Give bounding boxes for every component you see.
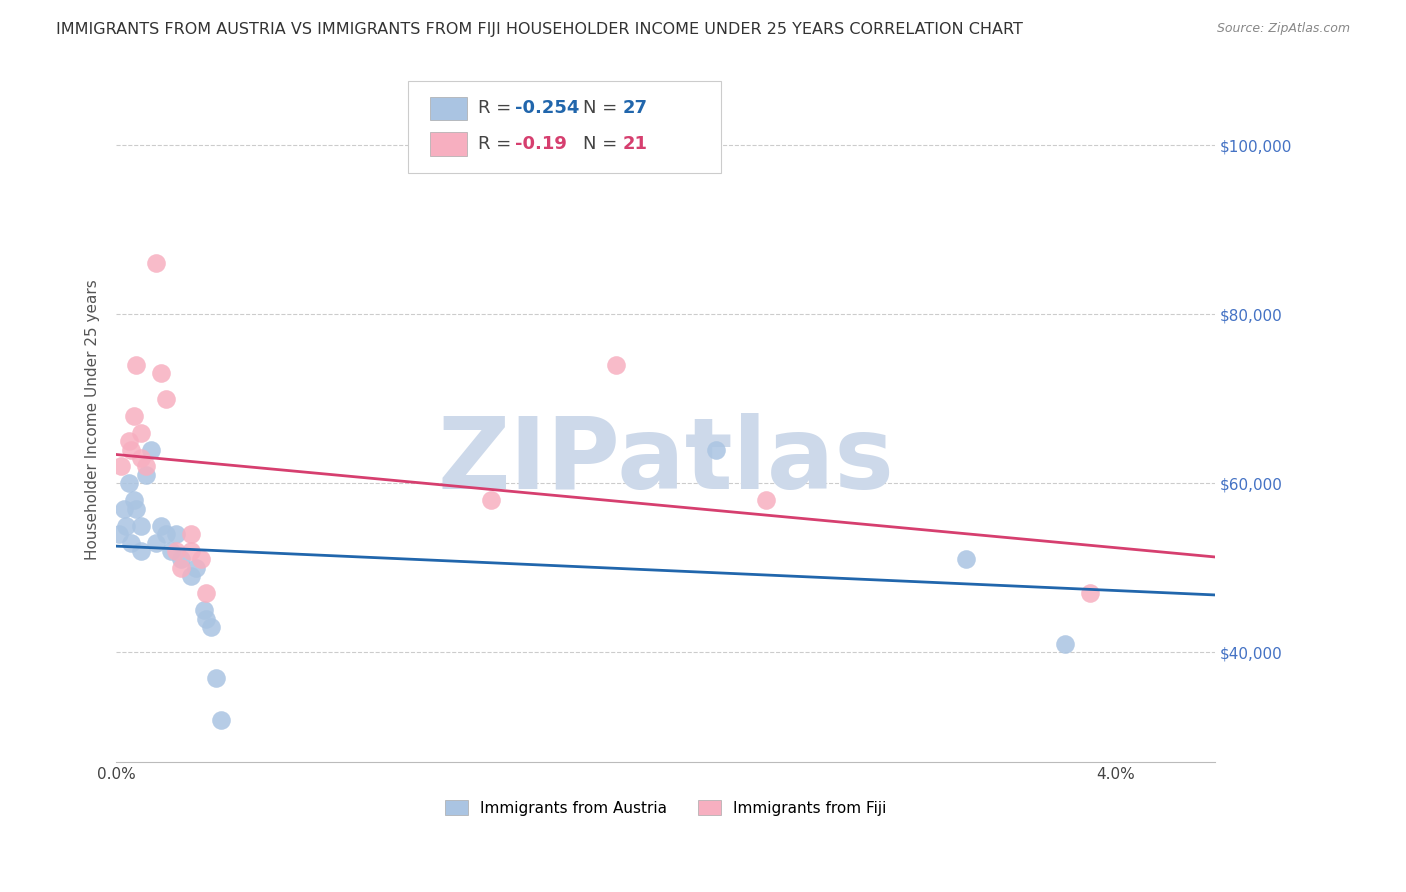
Point [125,358,148,372]
FancyBboxPatch shape [429,132,467,155]
Point [135,467,157,482]
Point [180,544,202,558]
Text: Source: ZipAtlas.com: Source: ZipAtlas.com [1216,22,1350,36]
Point [155,527,177,541]
Point [1080,586,1102,600]
Point [129,518,152,533]
Point [165,527,187,541]
Point [704,442,727,457]
Point [145,256,167,270]
Point [195,612,218,626]
FancyBboxPatch shape [408,81,721,173]
Text: IMMIGRANTS FROM AUSTRIA VS IMMIGRANTS FROM FIJI HOUSEHOLDER INCOME UNDER 25 YEAR: IMMIGRANTS FROM AUSTRIA VS IMMIGRANTS FR… [56,22,1024,37]
Point [205,671,228,685]
Point [755,493,778,508]
Point [150,518,173,533]
Point [107,527,129,541]
Point [1054,637,1077,651]
Point [605,358,627,372]
Text: 27: 27 [623,99,648,117]
Point [180,527,202,541]
Point [112,501,135,516]
Point [118,476,141,491]
Point [110,459,132,474]
Point [129,544,152,558]
Point [120,535,142,549]
Point [200,620,222,634]
Point [955,552,977,566]
Legend: Immigrants from Austria, Immigrants from Fiji: Immigrants from Austria, Immigrants from… [437,792,894,823]
Point [129,450,152,465]
Point [125,501,148,516]
Text: -0.254: -0.254 [515,99,579,117]
Text: 21: 21 [623,135,648,153]
Point [145,535,167,549]
Point [209,713,232,727]
Point [160,544,183,558]
FancyBboxPatch shape [429,96,467,120]
Point [193,603,215,617]
Point [122,409,145,423]
Point [150,367,173,381]
Point [479,493,502,508]
Point [165,544,187,558]
Text: -0.19: -0.19 [515,135,567,153]
Point [186,561,208,575]
Point [141,442,163,457]
Point [195,586,218,600]
Point [122,493,145,508]
Point [135,459,157,474]
Point [118,434,141,448]
Point [129,425,152,440]
Text: N =: N = [583,99,623,117]
Point [190,552,212,566]
Text: ZIPatlas: ZIPatlas [437,412,894,509]
Point [120,442,142,457]
Text: R =: R = [478,99,517,117]
Point [170,552,193,566]
Text: R =: R = [478,135,517,153]
Y-axis label: Householder Income Under 25 years: Householder Income Under 25 years [86,279,100,560]
Point [180,569,202,583]
Point [170,561,193,575]
Point [115,518,138,533]
Point [155,392,177,406]
Text: N =: N = [583,135,623,153]
